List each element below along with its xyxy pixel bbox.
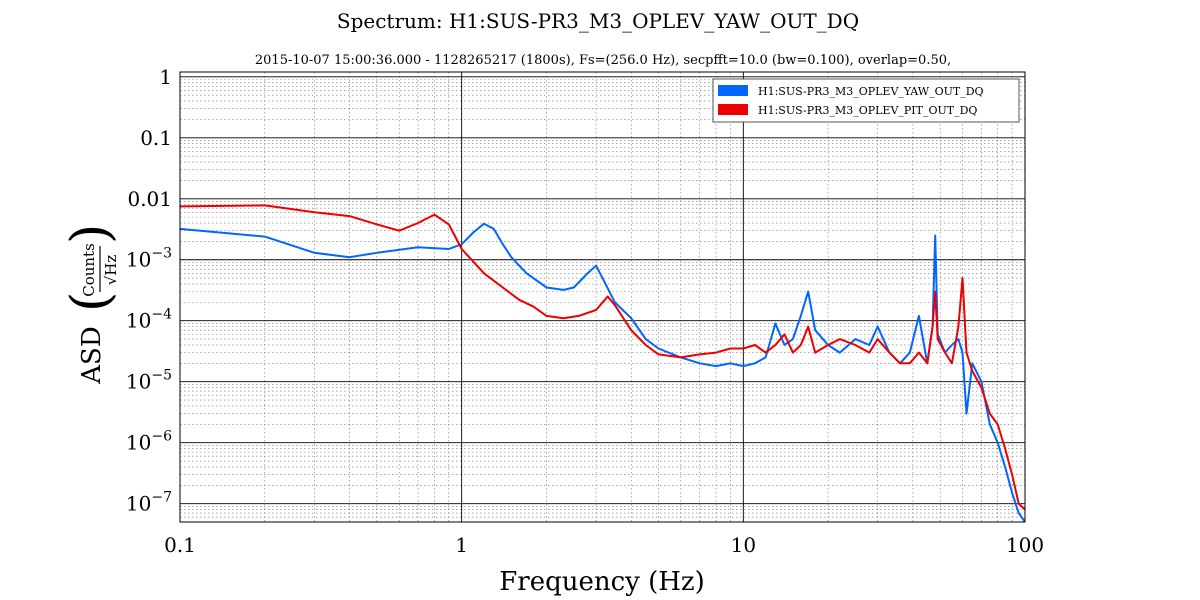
y-tick-labels: 1 0.1 0.01 10−3 10−4 10−5 10−6 10−7	[126, 65, 172, 516]
legend-box	[712, 78, 1020, 123]
x-tick-labels: 0.1 1 10 100	[164, 533, 1044, 557]
x-tick-label: 100	[1006, 533, 1044, 557]
legend: H1:SUS-PR3_M3_OPLEV_YAW_OUT_DQ H1:SUS-PR…	[712, 78, 1020, 123]
y-axis-label-paren-right: )	[61, 224, 121, 244]
y-tick-label: 10−3	[126, 246, 172, 272]
legend-swatch-yaw	[718, 85, 748, 96]
y-tick-label: 1	[159, 65, 172, 89]
y-tick-label: 0.1	[140, 126, 172, 150]
legend-label-yaw: H1:SUS-PR3_M3_OPLEV_YAW_OUT_DQ	[758, 85, 984, 98]
y-axis-label-fraction-den: √Hz	[102, 255, 120, 286]
series-line-1	[179, 204, 1026, 511]
y-axis-label-paren-left: (	[61, 292, 121, 312]
y-tick-label: 10−7	[126, 490, 172, 516]
legend-label-pit: H1:SUS-PR3_M3_OPLEV_PIT_OUT_DQ	[758, 104, 977, 117]
y-axis-label: ASD ( Counts √Hz )	[61, 224, 121, 385]
y-tick-label: 0.01	[127, 187, 172, 211]
x-axis-label: Frequency (Hz)	[499, 567, 705, 597]
y-tick-label: 10−4	[126, 307, 172, 333]
chart-title: Spectrum: H1:SUS-PR3_M3_OPLEV_YAW_OUT_DQ	[337, 9, 859, 33]
legend-swatch-pit	[718, 104, 748, 115]
grid	[179, 72, 1026, 523]
series-line-0	[179, 222, 1026, 523]
y-axis-label-fraction-num: Counts	[80, 243, 98, 297]
chart-subtitle: 2015-10-07 15:00:36.000 - 1128265217 (18…	[255, 53, 951, 68]
series-lines	[179, 204, 1026, 523]
plot-area-frame	[179, 71, 1026, 523]
x-tick-label: 10	[731, 533, 756, 557]
y-axis-label-text: ASD	[77, 326, 107, 384]
y-tick-label: 10−6	[126, 429, 172, 455]
x-tick-label: 1	[455, 533, 468, 557]
y-tick-label: 10−5	[126, 368, 172, 394]
x-tick-label: 0.1	[164, 533, 196, 557]
